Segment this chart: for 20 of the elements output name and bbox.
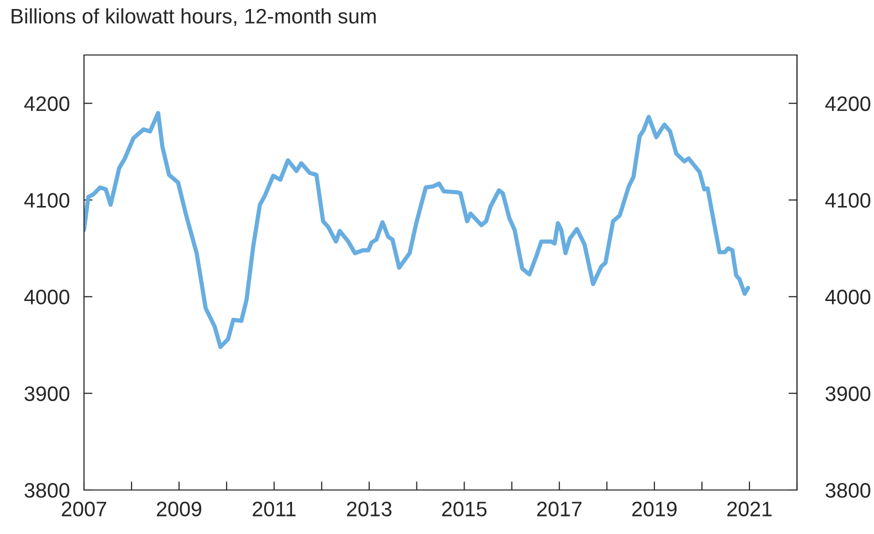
y-tick-label: 4200	[24, 96, 70, 112]
y-tick-label: 3800	[24, 483, 70, 498]
chart-title: Billions of kilowatt hours, 12-month sum	[12, 8, 376, 26]
x-tick-label: 2019	[632, 502, 677, 516]
x-tick-label: 2021	[727, 502, 772, 516]
y2-tick-label: 4200	[825, 96, 870, 112]
y-tick-label: 4000	[24, 290, 70, 304]
y-tick-label: 4100	[24, 193, 70, 208]
x-tick-label: 2007	[62, 502, 106, 516]
x-tick-label: 2013	[347, 502, 392, 516]
y2-tick-label: 3900	[826, 386, 870, 402]
y-tick-label: 3900	[24, 386, 70, 402]
x-tick-label: 2011	[252, 502, 296, 516]
x-tick-label: 2017	[537, 502, 582, 516]
x-tick-label: 2015	[442, 502, 487, 516]
y2-tick-label: 3800	[826, 483, 870, 498]
y2-tick-label: 4000	[825, 290, 870, 304]
x-tick-label: 2009	[156, 502, 202, 516]
y2-tick-label: 4100	[825, 193, 870, 208]
line-series	[84, 110, 750, 350]
